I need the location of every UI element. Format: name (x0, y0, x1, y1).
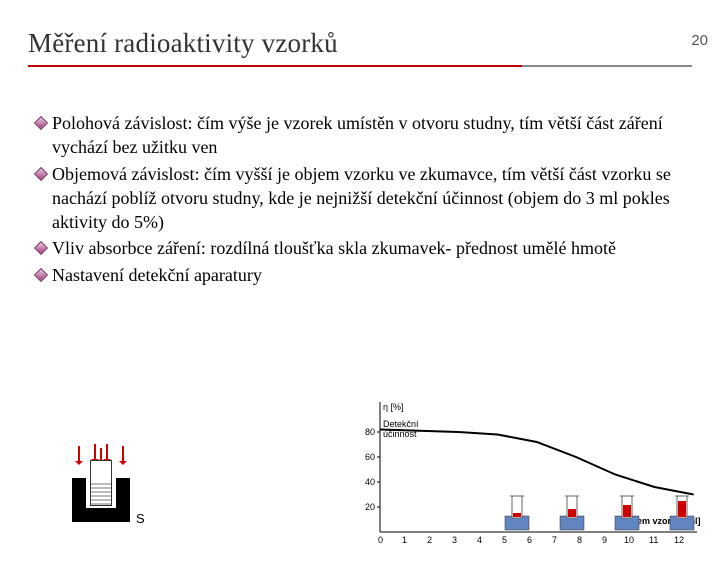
svg-text:9: 9 (602, 535, 607, 545)
detector-wall (72, 508, 130, 522)
list-item: Nastavení detekční aparatury (36, 263, 692, 287)
svg-text:6: 6 (527, 535, 532, 545)
list-item: Objemová závislost: čím vyšší je objem v… (36, 162, 692, 235)
svg-text:10: 10 (624, 535, 634, 545)
bullet-list: Polohová závislost: čím výše je vzorek u… (36, 111, 692, 287)
efficiency-chart: 20 40 60 80 η [%] Detekčníúčinnost 0 1 2… (362, 392, 702, 552)
svg-text:1: 1 (402, 535, 407, 545)
bullet-text: Vliv absorbce záření: rozdílná tloušťka … (52, 236, 616, 260)
page-title: Měření radioaktivity vzorků (28, 28, 720, 59)
svg-text:20: 20 (365, 502, 375, 512)
svg-text:5: 5 (502, 535, 507, 545)
page-number: 20 (691, 32, 708, 49)
efficiency-curve (380, 430, 694, 495)
svg-text:11: 11 (649, 535, 658, 545)
detector-diagram (72, 460, 130, 522)
svg-text:8: 8 (577, 535, 582, 545)
svg-text:12: 12 (674, 535, 684, 545)
svg-text:4: 4 (477, 535, 482, 545)
title-underline (28, 65, 692, 67)
svg-text:3: 3 (452, 535, 457, 545)
x-ticks: 0 1 2 3 4 5 6 7 8 9 10 11 12 (378, 535, 684, 545)
bullet-icon (34, 241, 48, 255)
detector-label: S (136, 511, 145, 526)
svg-text:80: 80 (365, 427, 375, 437)
bullet-icon (34, 116, 48, 130)
bullet-text: Nastavení detekční aparatury (52, 263, 262, 287)
svg-text:40: 40 (365, 477, 375, 487)
y-ticks: 20 40 60 80 (365, 427, 380, 512)
bullet-icon (34, 167, 48, 181)
bullet-text: Polohová závislost: čím výše je vzorek u… (52, 111, 692, 160)
bullet-icon (34, 268, 48, 282)
svg-text:2: 2 (427, 535, 432, 545)
figures-area: S 20 40 60 80 η [%] Detekčníúčinnost 0 1… (0, 388, 720, 558)
svg-text:0: 0 (378, 535, 383, 545)
list-item: Vliv absorbce záření: rozdílná tloušťka … (36, 236, 692, 260)
bullet-text: Objemová závislost: čím vyšší je objem v… (52, 162, 692, 235)
svg-text:7: 7 (552, 535, 557, 545)
test-tube-icon (90, 460, 112, 506)
list-item: Polohová závislost: čím výše je vzorek u… (36, 111, 692, 160)
svg-text:60: 60 (365, 452, 375, 462)
y-unit-label: η [%] (383, 402, 404, 412)
